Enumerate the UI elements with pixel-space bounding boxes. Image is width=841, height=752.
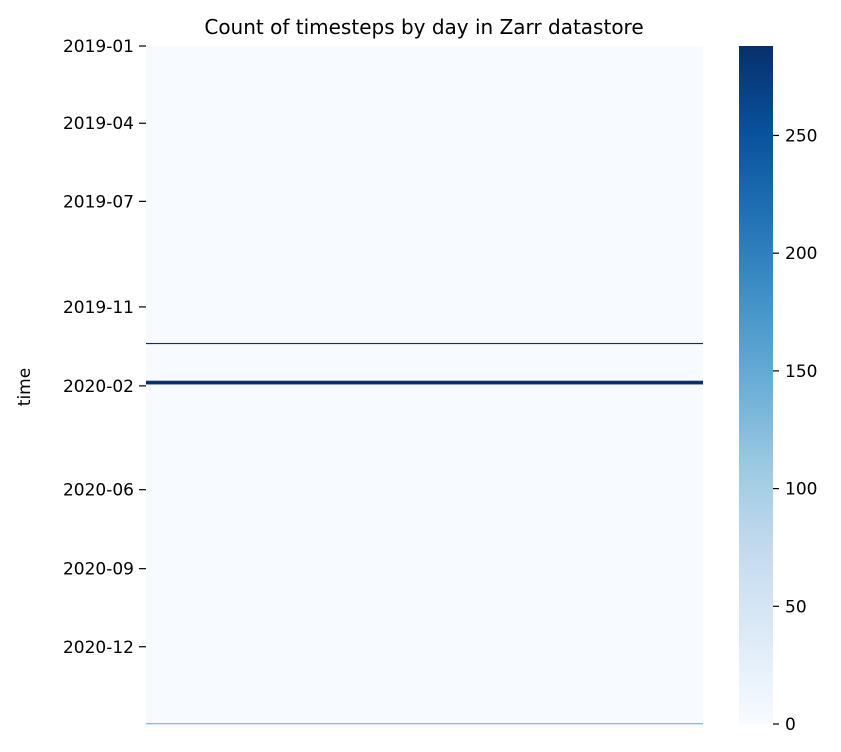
colorbar-gradient (739, 46, 773, 724)
heatmap-cell (146, 723, 703, 725)
colorbar-tick-label: 150 (785, 362, 817, 382)
heatmap-cell (146, 382, 703, 384)
heatmap-background (146, 46, 703, 724)
y-tick-label: 2019-11 (63, 298, 134, 318)
y-axis-label: time (15, 368, 35, 406)
y-tick-label: 2020-12 (63, 638, 134, 658)
heatmap-cell (146, 380, 703, 382)
y-tick-label: 2019-04 (63, 114, 134, 134)
colorbar-tick-label: 250 (785, 126, 817, 146)
colorbar-tick-label: 50 (785, 597, 807, 617)
heatmap-cell (146, 383, 703, 385)
heatmap-cell (146, 381, 703, 383)
colorbar-tick-label: 200 (785, 244, 817, 264)
chart-title: Count of timesteps by day in Zarr datast… (204, 15, 643, 39)
colorbar-tick-label: 0 (785, 715, 796, 735)
y-tick-label: 2020-06 (63, 481, 134, 501)
y-axis: 2019-01 2019-04 2019-07 2019-11 2020-02 2020-… (63, 37, 146, 658)
heatmap-cell (146, 342, 703, 345)
y-tick-label: 2019-01 (63, 37, 134, 57)
heatmap-area (146, 46, 703, 725)
colorbar: 0 50 100 150 200 250 (739, 46, 817, 735)
y-tick-label: 2020-09 (63, 560, 134, 580)
colorbar-tick-label: 100 (785, 480, 817, 500)
y-tick-label: 2019-07 (63, 192, 134, 212)
y-tick-label: 2020-02 (63, 377, 134, 397)
